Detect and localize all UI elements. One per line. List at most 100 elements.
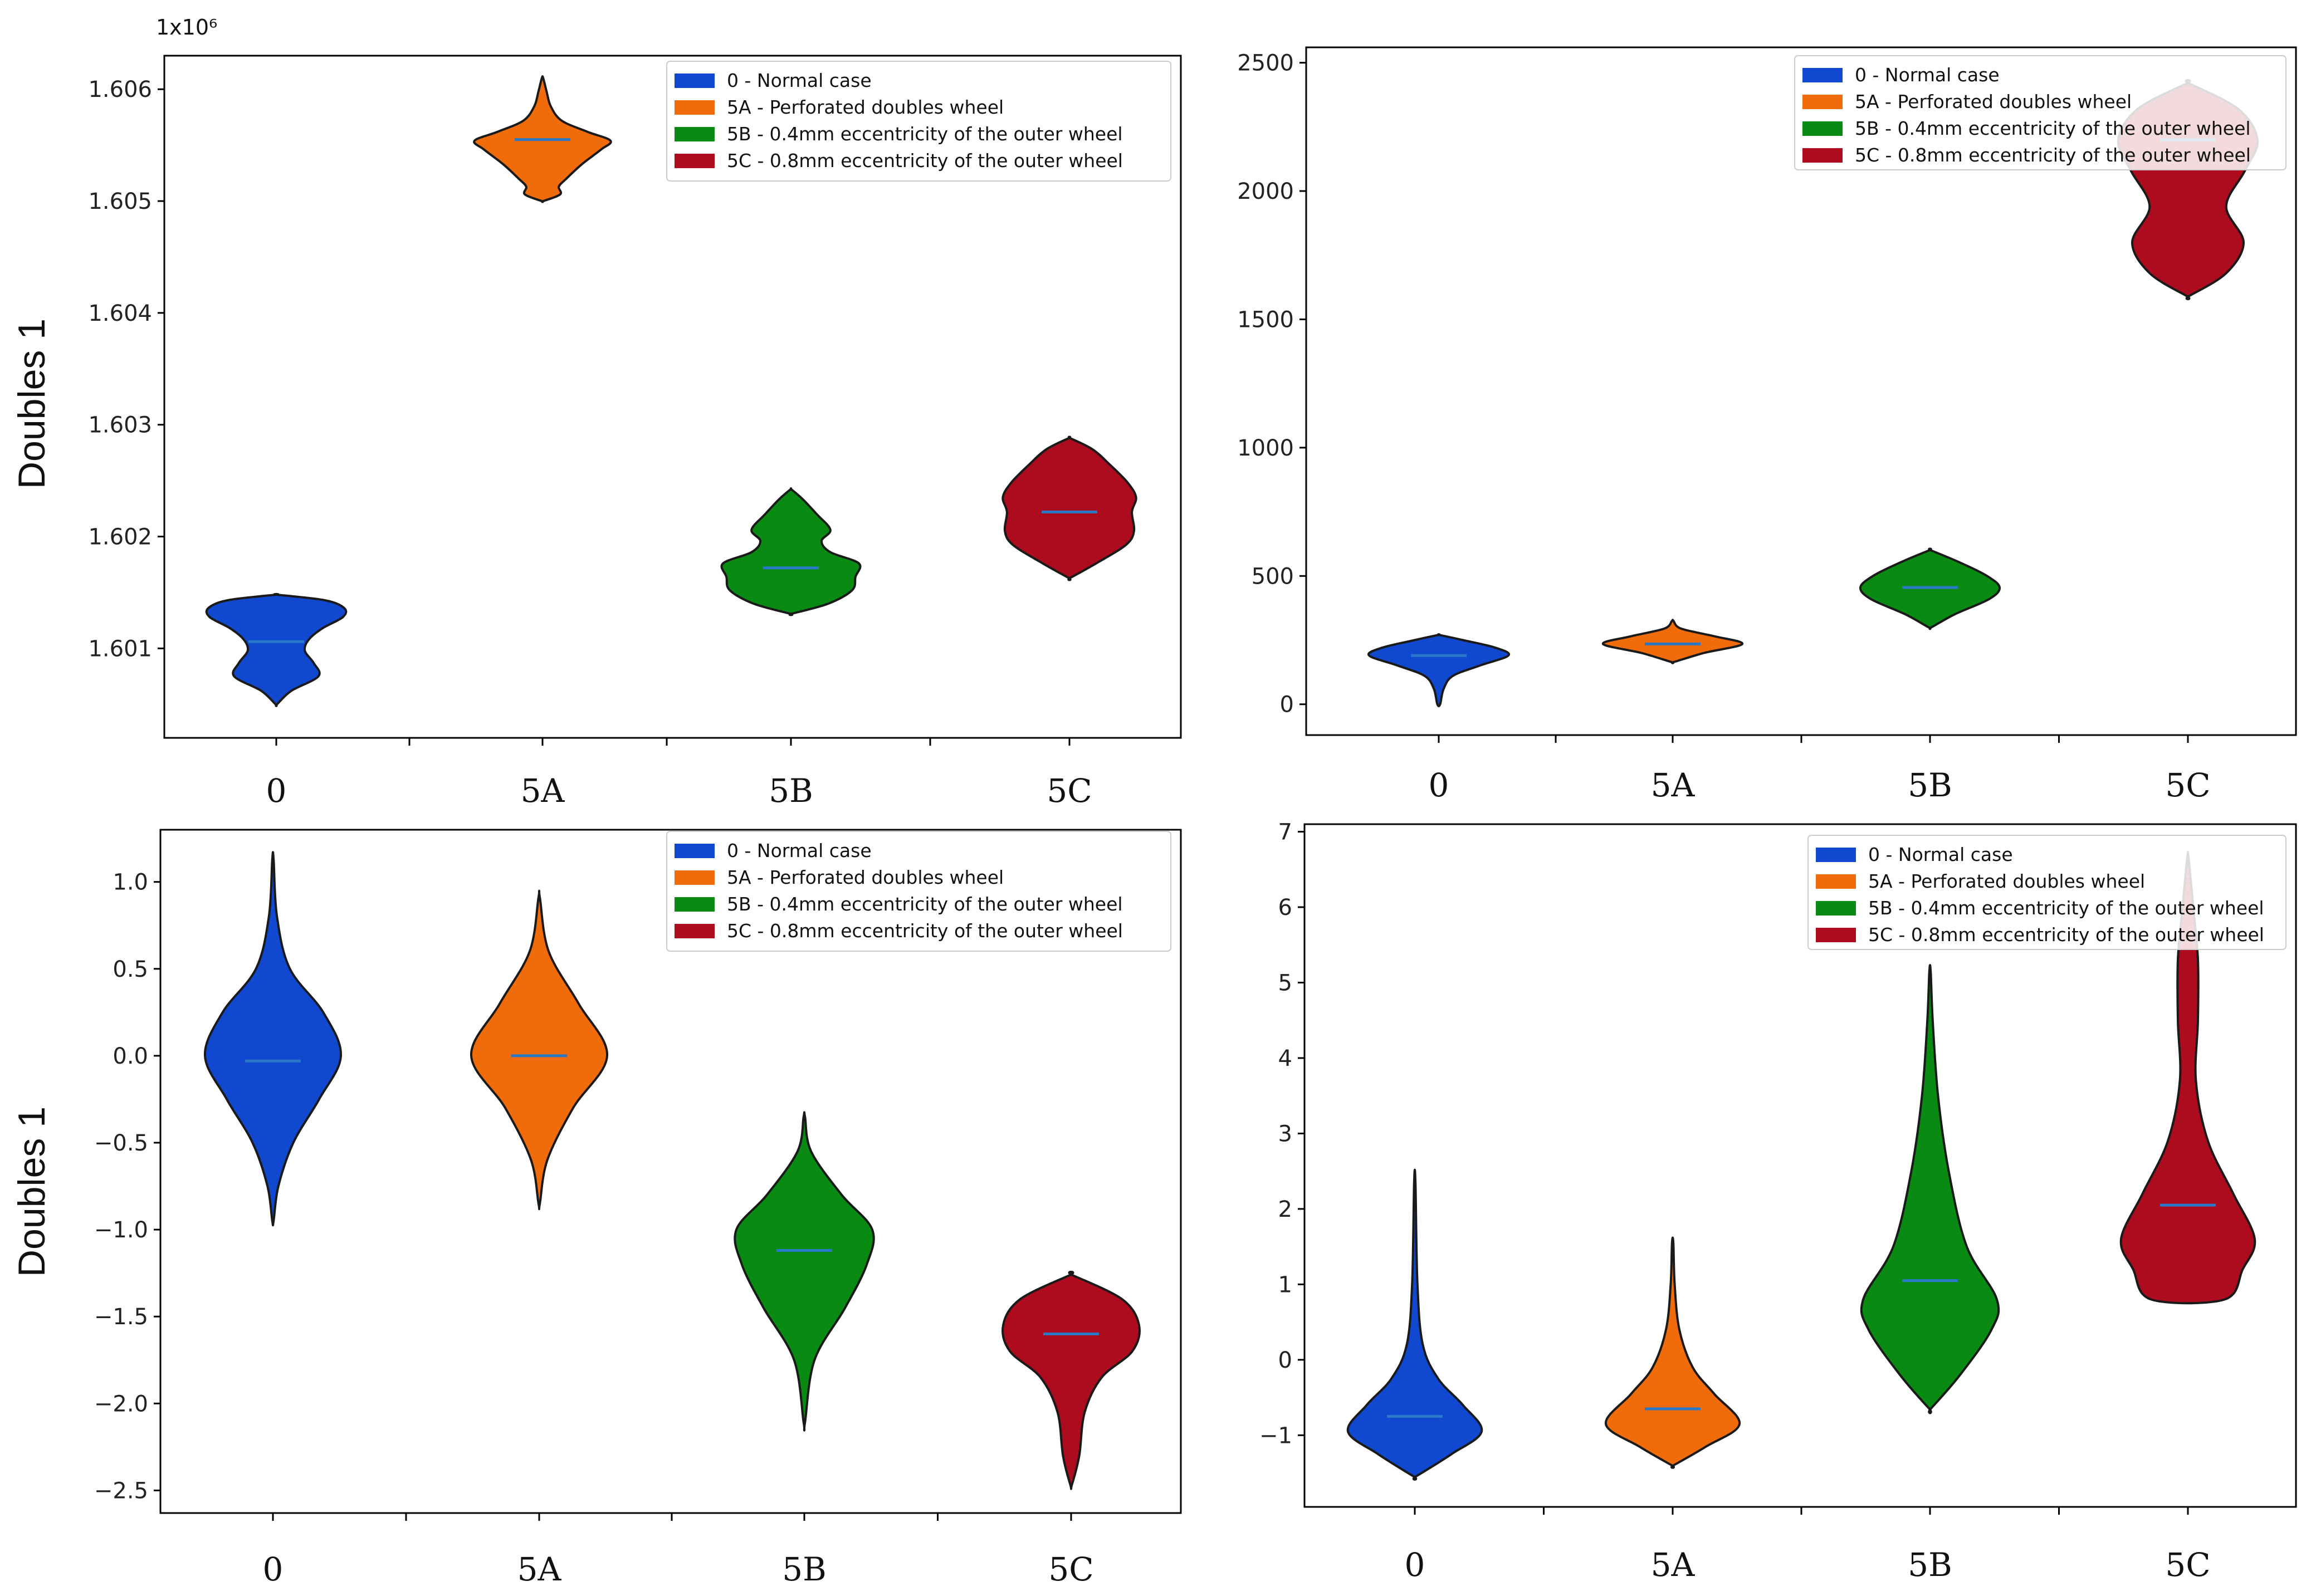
top-right-ytick-label: 2000 <box>1237 179 1294 204</box>
bottom-right-legend-swatch-5A <box>1816 874 1856 889</box>
bottom-right-violin-5B <box>1860 964 2000 1414</box>
panel-bottom-right: −1 0 1 2 3 4 5 6 7 0 5A 5B 5C 0 - Normal case 5A - Per… <box>1259 820 2297 1584</box>
bottom-right-legend-label-0: 0 - Normal case <box>1868 844 2013 865</box>
bottom-right-legend-label-5A: 5A - Perforated doubles wheel <box>1868 870 2145 892</box>
top-left-legend-label-5C: 5C - 0.8mm eccentricity of the outer whe… <box>727 150 1123 172</box>
top-left-ytick-label: 1.603 <box>88 413 152 438</box>
panel-top-left: Doubles 1 1x10⁶ 1.6011.6021.6031.6041.60… <box>11 15 1182 810</box>
top-right-violin-5A <box>1601 619 1744 664</box>
bottom-right-legend-label-5B: 5B - 0.4mm eccentricity of the outer whe… <box>1868 897 2264 919</box>
top-right-category-label: 5A <box>1651 766 1696 804</box>
bottom-right-legend-swatch-5B <box>1816 901 1856 916</box>
top-left-category-label: 5C <box>1047 772 1092 810</box>
bottom-left-legend-label-5A: 5A - Perforated doubles wheel <box>727 866 1004 888</box>
bottom-left-category-label: 5A <box>517 1550 562 1588</box>
top-right-legend-swatch-5B <box>1802 121 1843 136</box>
panel-top-left-plot: 1.601 1.602 1.603 1.604 1.605 1.606 0 5A 5B 5C 0 -… <box>88 55 1182 810</box>
bottom-right-category-label: 5C <box>2165 1546 2210 1584</box>
top-right-category-label: 0 <box>1429 766 1449 804</box>
top-left-legend-label-5A: 5A - Perforated doubles wheel <box>727 96 1004 118</box>
top-right-legend-label-5C: 5C - 0.8mm eccentricity of the outer whe… <box>1855 144 2251 166</box>
top-left-category-label: 5A <box>521 772 565 810</box>
top-left-legend-label-0: 0 - Normal case <box>727 70 872 91</box>
top-right-legend-swatch-5C <box>1802 148 1843 163</box>
top-left-ytick-label: 1.604 <box>88 301 152 326</box>
bottom-left-violin-5B <box>734 1111 875 1432</box>
bottom-right-violin-0 <box>1346 1168 1483 1481</box>
bottom-left-axes-frame <box>159 829 1182 1514</box>
bottom-right-category-label: 0 <box>1405 1546 1425 1584</box>
top-left-category-label: 0 <box>266 772 287 810</box>
bottom-left-legend-swatch-5B <box>675 897 715 912</box>
bottom-right-ytick-label: 2 <box>1278 1197 1292 1222</box>
top-left-violin-5B <box>720 487 862 616</box>
top-left-legend-box <box>666 61 1171 182</box>
bottom-right-legend-label-5C: 5C - 0.8mm eccentricity of the outer whe… <box>1868 924 2264 946</box>
top-left-ytick-label: 1.606 <box>88 77 152 102</box>
bottom-right-ytick-label: −1 <box>1259 1423 1292 1448</box>
bottom-left-legend-box <box>666 831 1171 952</box>
top-right-legend-swatch-5A <box>1802 95 1843 109</box>
bottom-right-legend-swatch-5C <box>1816 928 1856 942</box>
top-right-ytick-label: 500 <box>1252 564 1294 589</box>
bottom-left-ytick-label: −1.5 <box>94 1304 148 1330</box>
bottom-right-category-label: 5B <box>1908 1546 1952 1584</box>
bottom-right-ytick-label: 6 <box>1278 895 1292 921</box>
bottom-left-ytick-label: 0.5 <box>113 957 148 982</box>
top-left-legend-swatch-5A <box>675 100 715 115</box>
top-left-legend: 0 - Normal case 5A - Perforated doubles w… <box>666 61 1171 182</box>
top-left-legend-label-5B: 5B - 0.4mm eccentricity of the outer whe… <box>727 123 1123 145</box>
top-right-legend-box <box>1794 55 2286 170</box>
bottom-left-category-label: 5B <box>782 1550 827 1588</box>
top-left-ytick-label: 1.605 <box>88 189 152 214</box>
bottom-left-legend-label-5C: 5C - 0.8mm eccentricity of the outer whe… <box>727 920 1123 942</box>
bottom-left-ytick-label: −2.0 <box>94 1391 148 1417</box>
top-right-ytick-label: 1000 <box>1237 435 1294 461</box>
bottom-right-legend-box <box>1807 835 2286 950</box>
bottom-left-category-label: 5C <box>1048 1550 1093 1588</box>
panel-bottom-left-ylabel: Doubles 1 <box>11 1107 53 1277</box>
bottom-right-category-label: 5A <box>1651 1546 1696 1584</box>
panel-bottom-left-plot: 1.0 0.5 0.0 −0.5 −1.0 −1.5 −2.0 −2.5 0 5A 5B 5C 0 - … <box>94 829 1182 1588</box>
top-right-legend: 0 - Normal case 5A - Perforated doubles w… <box>1794 55 2286 170</box>
top-right-legend-label-5A: 5A - Perforated doubles wheel <box>1855 91 2132 112</box>
top-left-legend-swatch-5B <box>675 127 715 141</box>
bottom-right-ytick-label: 1 <box>1278 1272 1292 1298</box>
bottom-right-ytick-label: 7 <box>1278 820 1292 845</box>
bottom-right-violin-5A <box>1605 1236 1741 1469</box>
top-right-legend-label-0: 0 - Normal case <box>1855 64 2000 86</box>
bottom-left-violin-0 <box>203 851 343 1227</box>
bottom-right-ytick-label: 3 <box>1278 1121 1292 1147</box>
bottom-right-legend-swatch-0 <box>1816 848 1856 862</box>
bottom-left-ytick-label: −1.0 <box>94 1217 148 1243</box>
bottom-left-ytick-label: −2.5 <box>94 1478 148 1504</box>
panel-top-right-plot: 0 500 1000 1500 2000 2500 0 5A 5B 5C 0 - Normal ca… <box>1237 46 2297 804</box>
top-left-axes-frame <box>163 55 1182 739</box>
bottom-left-ytick-label: −0.5 <box>94 1130 148 1156</box>
top-left-legend-swatch-5C <box>675 154 715 168</box>
top-right-ytick-label: 0 <box>1280 692 1294 718</box>
top-left-legend-swatch-0 <box>675 74 715 88</box>
top-right-category-label: 5B <box>1908 766 1952 804</box>
bottom-left-legend-swatch-0 <box>675 844 715 858</box>
bottom-left-category-label: 0 <box>263 1550 284 1588</box>
bottom-left-ytick-label: 1.0 <box>113 870 148 895</box>
bottom-left-legend-label-5B: 5B - 0.4mm eccentricity of the outer whe… <box>727 893 1123 915</box>
top-left-violin-0 <box>205 593 348 707</box>
panel-top-left-multiplier: 1x10⁶ <box>156 15 217 40</box>
bottom-left-violin-5A <box>470 889 609 1211</box>
top-left-category-label: 5B <box>769 772 813 810</box>
bottom-right-axes-frame <box>1303 823 2297 1508</box>
top-right-legend-label-5B: 5B - 0.4mm eccentricity of the outer whe… <box>1855 118 2251 139</box>
bottom-left-legend-label-0: 0 - Normal case <box>727 840 872 861</box>
bottom-right-ytick-label: 5 <box>1278 970 1292 996</box>
panel-bottom-left: Doubles 1 1.0 0.5 0.0 −0.5 −1.0 −1.5 −2.0 −2.5 0… <box>11 829 1182 1588</box>
bottom-right-ytick-label: 0 <box>1278 1348 1292 1373</box>
top-right-category-label: 5C <box>2165 766 2210 804</box>
top-right-legend-swatch-0 <box>1802 68 1843 82</box>
bottom-left-legend-swatch-5A <box>675 870 715 885</box>
panel-top-right: 0 500 1000 1500 2000 2500 0 5A 5B 5C 0 - Normal ca… <box>1237 46 2297 804</box>
top-left-ytick-label: 1.601 <box>88 636 152 662</box>
bottom-left-legend-swatch-5C <box>675 924 715 938</box>
